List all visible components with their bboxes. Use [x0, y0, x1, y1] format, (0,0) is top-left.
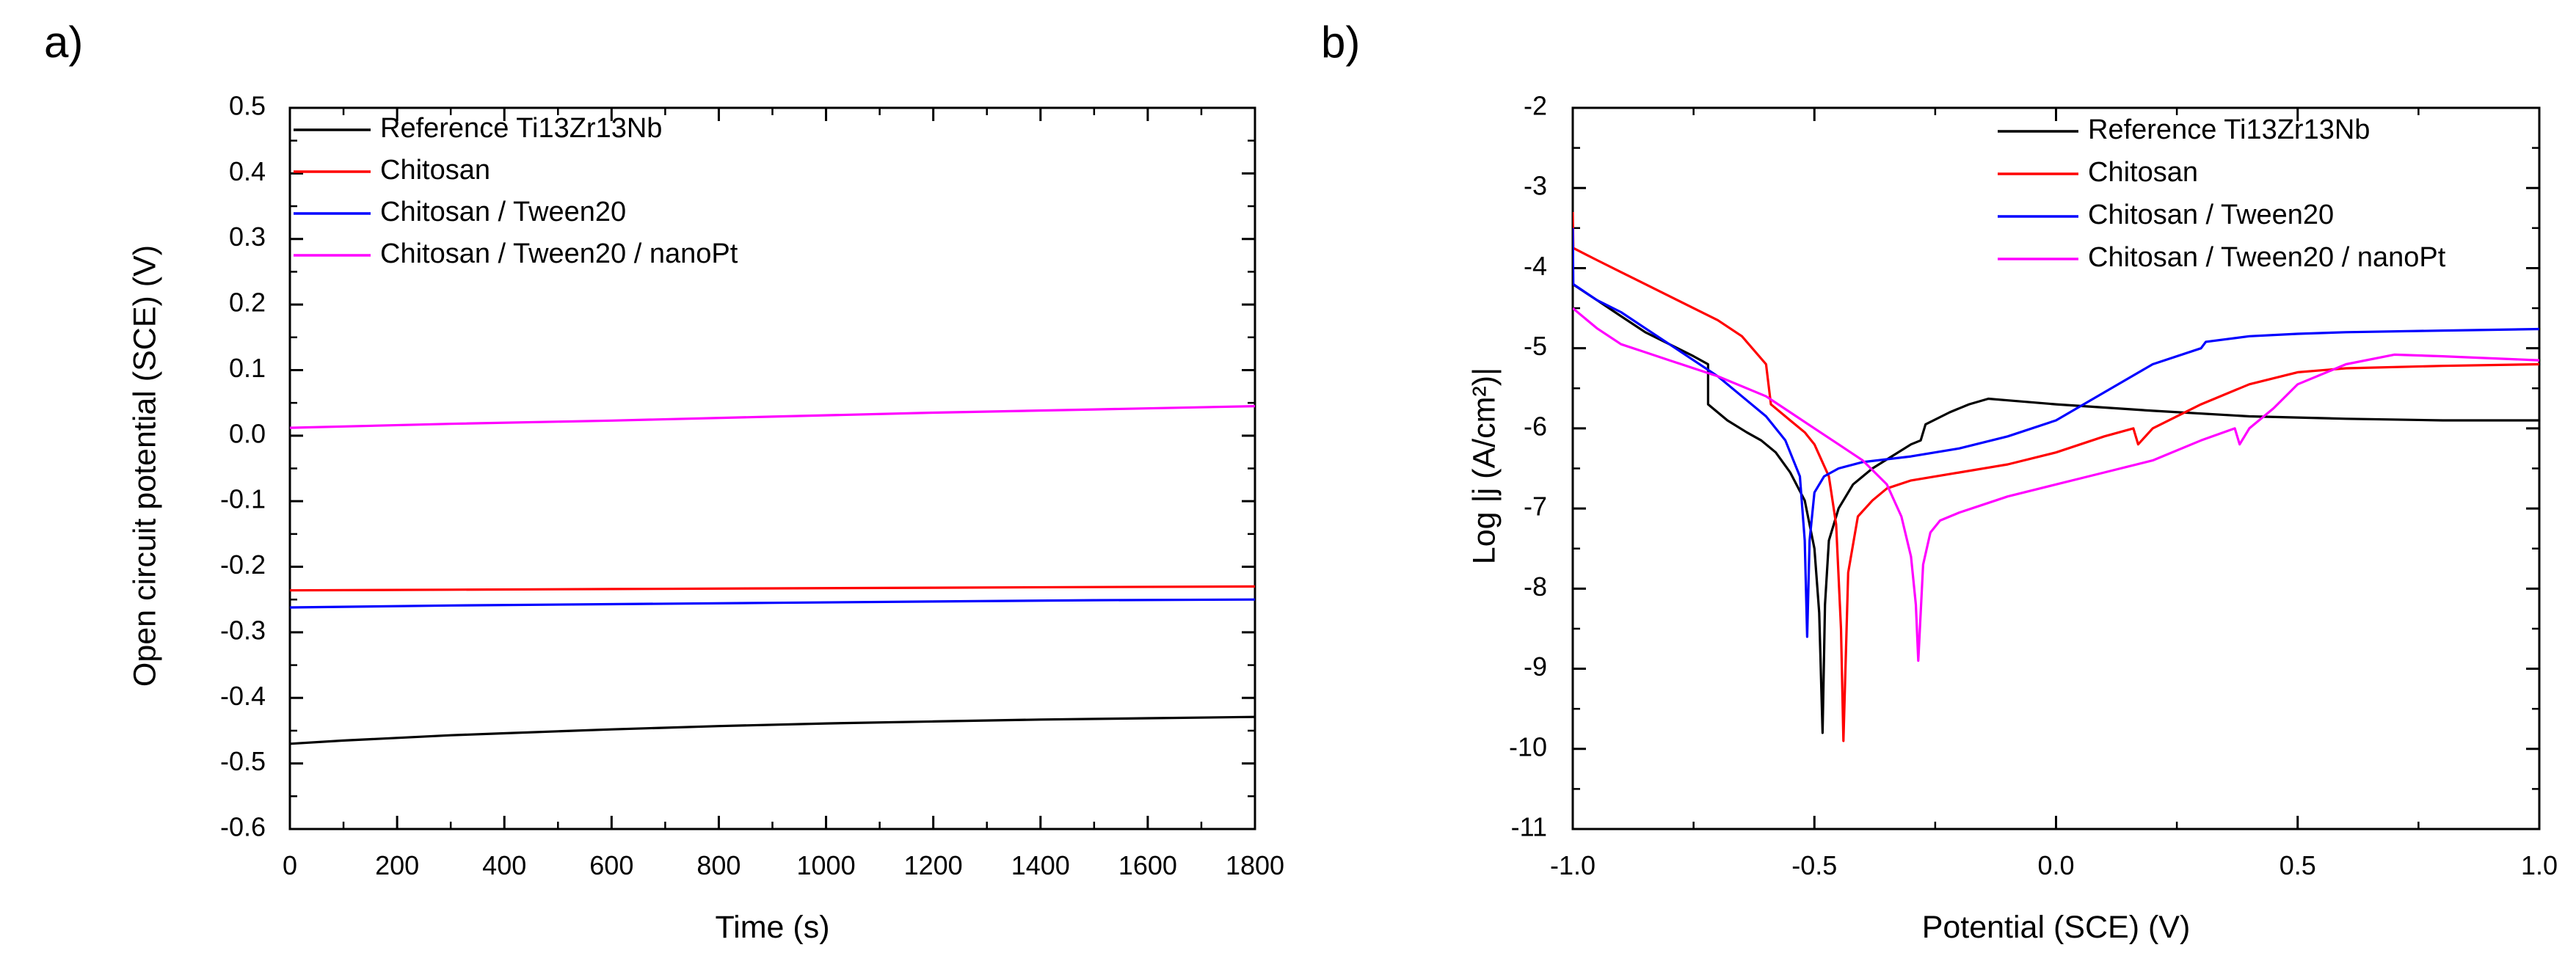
- series-line-2: [290, 585, 1255, 592]
- x-tick-label: 200: [375, 850, 419, 880]
- y-tick-label: -10: [1509, 731, 1547, 762]
- y-tick-label: -2: [1524, 91, 1547, 121]
- x-tick-label: -0.5: [1791, 850, 1837, 880]
- x-tick-label: 600: [589, 850, 633, 880]
- y-tick-label: 0.5: [229, 91, 266, 121]
- y-tick-label: -0.4: [220, 681, 266, 711]
- x-axis-title: Time (s): [715, 910, 829, 945]
- panel-letter: a): [44, 18, 83, 67]
- x-tick-label: 1.0: [2521, 850, 2558, 880]
- legend-label: Reference Ti13Zr13Nb: [2088, 114, 2370, 145]
- x-tick-label: 400: [482, 850, 526, 880]
- y-tick-label: -7: [1524, 492, 1547, 522]
- legend-label: Chitosan / Tween20: [380, 197, 626, 227]
- y-tick-label: -0.5: [220, 746, 266, 776]
- series-line-4: [1573, 307, 2539, 662]
- y-tick-label: -6: [1524, 411, 1547, 441]
- series-line-4: [290, 405, 1255, 429]
- legend-label: Chitosan: [380, 155, 490, 186]
- panel-b-polarization-chart: b) -1.0 -0.5 0.0 0.5 1.0 -11 -10 -9 -8 -7 -6 -5 -4 -3 -…: [1321, 18, 2558, 945]
- series-line-3: [1573, 227, 2539, 638]
- legend-label: Chitosan: [2088, 157, 2198, 188]
- x-tick-label: 800: [696, 850, 741, 880]
- y-tick-label: 0.3: [229, 222, 266, 252]
- x-tick-label: 0.5: [2280, 850, 2316, 880]
- x-tick-label: 1200: [904, 850, 963, 880]
- x-tick-label: 1600: [1118, 850, 1177, 880]
- y-tick-label: 0.1: [229, 353, 266, 383]
- y-tick-label: -0.1: [220, 484, 266, 514]
- y-tick-label: 0.2: [229, 288, 266, 318]
- y-tick-label: 0.4: [229, 156, 266, 186]
- y-tick-label: -8: [1524, 572, 1547, 602]
- series-line-1: [1573, 282, 2539, 734]
- x-tick-label: 0: [283, 850, 297, 880]
- panel-letter: b): [1321, 18, 1360, 67]
- x-axis-title: Potential (SCE) (V): [1922, 910, 2191, 945]
- y-tick-label: 0.0: [229, 418, 266, 448]
- legend-label: Chitosan / Tween20 / nanoPt: [2088, 242, 2446, 273]
- y-axis-title: Log |j (A/cm²)|: [1466, 368, 1502, 564]
- y-tick-label: -9: [1524, 651, 1547, 682]
- x-tick-label: 1000: [797, 850, 856, 880]
- y-tick-label: -0.2: [220, 549, 266, 580]
- x-tick-label: 1400: [1011, 850, 1070, 880]
- legend-label: Chitosan / Tween20: [2088, 200, 2334, 230]
- series-line-1: [290, 715, 1255, 745]
- y-tick-label: -5: [1524, 331, 1547, 361]
- y-axis-title: Open circuit potential (SCE) (V): [127, 245, 162, 687]
- panel-a-ocp-chart: a) 0 200 400 600 800 1000 1200 1400 1600 1800 -0.6 -…: [44, 18, 1284, 945]
- legend-label: Chitosan / Tween20 / nanoPt: [380, 238, 738, 269]
- y-tick-label: -11: [1511, 812, 1547, 842]
- x-tick-label: 1800: [1226, 850, 1284, 880]
- x-tick-label: -1.0: [1550, 850, 1596, 880]
- y-tick-label: -3: [1524, 171, 1547, 201]
- legend-label: Reference Ti13Zr13Nb: [380, 113, 662, 144]
- series-line-3: [290, 598, 1255, 609]
- series-line-2: [1573, 211, 2539, 742]
- y-tick-label: -0.3: [220, 615, 266, 645]
- y-tick-label: -4: [1524, 251, 1547, 281]
- y-tick-label: -0.6: [220, 812, 266, 842]
- x-tick-label: 0.0: [2037, 850, 2074, 880]
